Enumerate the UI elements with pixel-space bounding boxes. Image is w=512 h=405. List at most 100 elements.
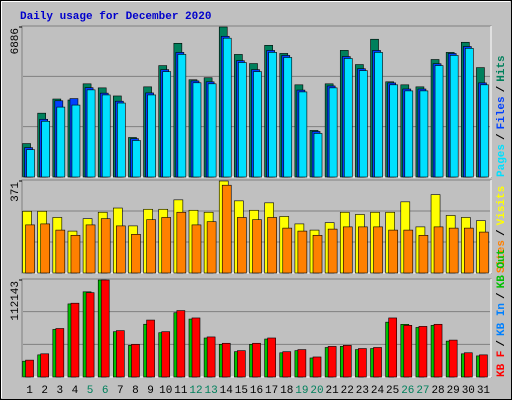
x-tick-label: 28: [431, 385, 444, 397]
x-tick-label: 8: [132, 385, 139, 397]
bar: [313, 133, 323, 178]
bar: [267, 337, 276, 378]
bar: [327, 346, 337, 378]
bar: [161, 217, 172, 274]
bar: [388, 317, 397, 378]
bar: [252, 219, 262, 274]
bar: [71, 104, 81, 178]
bar: [297, 230, 308, 274]
x-tick-label: 12: [189, 385, 202, 397]
x-tick-label: 2: [41, 385, 48, 397]
bar: [373, 347, 382, 378]
bar: [85, 292, 95, 378]
bar: [222, 37, 232, 178]
x-tick-label: 7: [117, 385, 124, 397]
bar: [176, 211, 187, 274]
bar: [131, 234, 141, 274]
bar: [403, 325, 413, 378]
y-max-label: 112143: [10, 281, 22, 321]
bar: [312, 235, 323, 274]
bar: [25, 224, 35, 274]
legend-entry: Visits: [496, 186, 508, 226]
bar: [206, 221, 217, 274]
bar: [283, 57, 293, 178]
bar: [252, 342, 261, 378]
bar: [418, 235, 429, 274]
legend: Pages / Files / Hits: [496, 55, 508, 177]
bar: [146, 319, 155, 378]
x-tick-label: 26: [401, 385, 414, 397]
bar: [26, 149, 35, 178]
x-tick-label: 15: [235, 385, 248, 397]
bar: [480, 84, 489, 178]
x-tick-label: 4: [72, 385, 79, 397]
bar: [116, 225, 126, 274]
x-tick-label: 9: [147, 385, 154, 397]
bar: [465, 48, 474, 178]
bar: [479, 231, 489, 274]
x-tick-label: 24: [371, 385, 385, 397]
bar: [433, 323, 443, 378]
legend-entry: KB F: [496, 351, 508, 377]
bar: [132, 140, 141, 178]
bar: [25, 359, 34, 378]
bar: [100, 279, 110, 378]
bar: [374, 52, 383, 178]
x-tick-label: 27: [416, 385, 429, 397]
legend: Sites / Visits: [496, 186, 508, 273]
bar: [342, 226, 353, 274]
x-tick-label: 11: [174, 385, 188, 397]
bar: [312, 356, 322, 378]
x-tick-label: 6: [102, 385, 109, 397]
x-tick-label: 19: [295, 385, 308, 397]
bar: [433, 226, 444, 274]
x-tick-label: 18: [280, 385, 293, 397]
bar: [206, 336, 216, 378]
bar: [221, 184, 232, 274]
bar: [101, 94, 111, 178]
bar: [176, 310, 186, 378]
x-tick-label: 17: [265, 385, 278, 397]
bar: [177, 54, 187, 178]
bar: [85, 224, 96, 274]
x-tick-label: 31: [477, 385, 491, 397]
bar: [267, 217, 277, 274]
bar: [237, 217, 247, 274]
legend-entry: Files: [496, 96, 508, 129]
y-max-label: 6886: [10, 28, 22, 54]
x-tick-label: 29: [447, 385, 460, 397]
bar: [464, 352, 473, 378]
legend-entry: Pages: [496, 144, 508, 177]
bar: [328, 87, 338, 178]
bar: [162, 71, 172, 178]
bar: [358, 348, 367, 378]
bar: [70, 302, 80, 378]
bar: [389, 84, 398, 178]
bar: [191, 317, 201, 378]
bar: [342, 345, 352, 378]
bar: [268, 52, 277, 178]
bar: [40, 223, 50, 274]
bar: [343, 58, 353, 178]
chart-title: Daily usage for December 2020: [20, 11, 211, 23]
bar: [131, 344, 140, 378]
bar: [403, 229, 414, 274]
legend-entry: KB Out: [496, 249, 508, 289]
bar: [207, 83, 217, 178]
bar: [297, 349, 307, 378]
bar: [237, 350, 246, 378]
bar: [418, 326, 428, 378]
bar: [358, 226, 368, 274]
x-tick-label: 13: [205, 385, 218, 397]
legend-separator: /: [496, 292, 508, 299]
bar: [40, 353, 49, 378]
bar: [253, 71, 262, 178]
bar: [419, 90, 429, 178]
legend-entry: Sites: [496, 240, 508, 273]
bar: [388, 229, 398, 274]
bar: [117, 102, 126, 178]
bar: [100, 218, 111, 274]
bar: [448, 339, 458, 378]
x-tick-label: 10: [159, 385, 172, 397]
legend: KB F / KB In / KB Out: [496, 249, 508, 377]
